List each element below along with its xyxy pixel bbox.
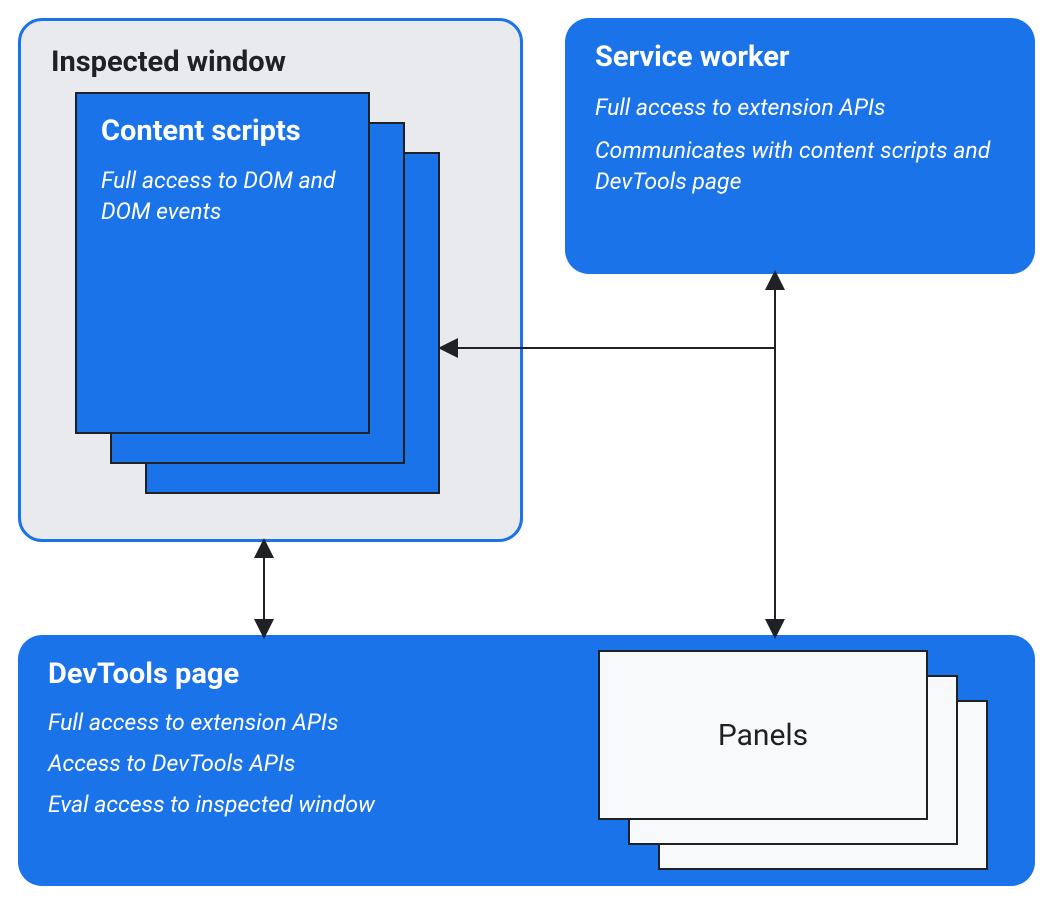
service-worker-box: Service worker Full access to extension … — [565, 18, 1035, 274]
architecture-diagram: Inspected window Content scripts Full ac… — [0, 0, 1053, 904]
content-scripts-title: Content scripts — [101, 114, 344, 149]
inspected-window-title: Inspected window — [51, 45, 490, 79]
service-worker-desc-0: Full access to extension APIs — [595, 92, 1005, 123]
service-worker-desc-1: Communicates with content scripts and De… — [595, 135, 1005, 197]
content-scripts-desc: Full access to DOM and DOM events — [101, 165, 344, 227]
content-scripts-card-front: Content scripts Full access to DOM and D… — [75, 92, 370, 434]
panels-label: Panels — [718, 718, 808, 753]
service-worker-title: Service worker — [595, 40, 1005, 74]
panel-card-front: Panels — [598, 650, 928, 820]
